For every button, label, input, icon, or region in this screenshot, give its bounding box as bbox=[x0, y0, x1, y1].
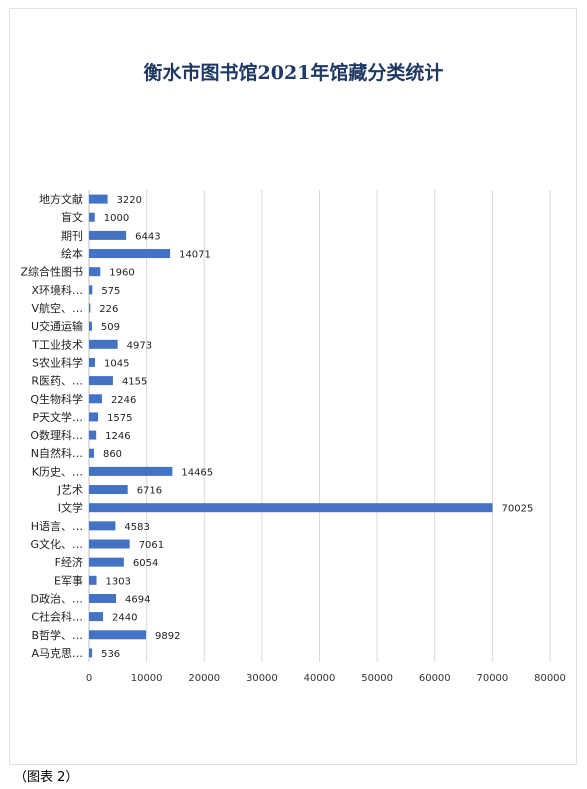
data-label: 14465 bbox=[181, 467, 213, 478]
bar bbox=[89, 521, 116, 531]
category-label: X环境科… bbox=[31, 283, 83, 297]
category-label: U交通运输 bbox=[31, 319, 83, 333]
data-label: 536 bbox=[101, 649, 120, 660]
category-label: G文化、… bbox=[30, 537, 83, 551]
category-label: R医药、… bbox=[31, 375, 83, 388]
category-label: C社会科… bbox=[31, 610, 83, 624]
bar bbox=[89, 630, 147, 640]
bars bbox=[89, 194, 493, 658]
x-tick-label: 60000 bbox=[419, 673, 451, 684]
category-label: E军事 bbox=[54, 574, 83, 587]
x-tick-label: 70000 bbox=[476, 673, 508, 684]
data-label: 2246 bbox=[111, 395, 136, 406]
bar bbox=[89, 212, 95, 222]
x-tick-label: 30000 bbox=[246, 673, 278, 684]
data-label: 509 bbox=[101, 322, 120, 333]
data-label: 1000 bbox=[104, 213, 129, 224]
data-label: 4694 bbox=[125, 594, 150, 605]
data-label: 6054 bbox=[133, 558, 158, 569]
bar bbox=[89, 394, 102, 404]
data-label: 575 bbox=[101, 286, 120, 297]
bar bbox=[89, 466, 173, 476]
figure-caption: （图表 2） bbox=[14, 770, 79, 785]
bar bbox=[89, 249, 171, 259]
category-label: 期刊 bbox=[61, 229, 83, 242]
category-label: H语言、… bbox=[31, 520, 83, 533]
labels: 0 10000 20000 30000 40000 50000 60000 70000 8000… bbox=[20, 192, 565, 684]
category-label: O数理科… bbox=[30, 428, 83, 442]
category-label: T工业技术 bbox=[31, 338, 83, 351]
bar bbox=[89, 557, 124, 567]
data-label: 2440 bbox=[112, 613, 137, 624]
data-label: 860 bbox=[103, 449, 122, 460]
bar bbox=[89, 339, 118, 349]
bar bbox=[89, 575, 97, 585]
data-label: 9892 bbox=[155, 631, 180, 642]
category-label: J艺术 bbox=[57, 484, 83, 497]
data-label: 1045 bbox=[104, 358, 129, 369]
x-tick-label: 80000 bbox=[534, 673, 566, 684]
category-label: N自然科… bbox=[31, 446, 83, 460]
data-label: 1246 bbox=[105, 431, 130, 442]
bar bbox=[89, 593, 117, 603]
bar bbox=[89, 485, 128, 495]
category-label: V航空、… bbox=[31, 301, 83, 315]
bar bbox=[89, 430, 97, 440]
data-label: 4973 bbox=[127, 340, 152, 351]
category-label: D政治、… bbox=[31, 591, 83, 605]
category-label: K历史、… bbox=[32, 465, 83, 478]
data-label: 70025 bbox=[502, 504, 534, 515]
data-label: 1303 bbox=[106, 576, 131, 587]
category-label: I文学 bbox=[58, 501, 83, 515]
bar bbox=[89, 448, 94, 458]
x-tick-label: 20000 bbox=[188, 673, 220, 684]
category-label: S农业科学 bbox=[32, 355, 83, 369]
bar bbox=[89, 376, 113, 386]
category-label: 绘本 bbox=[61, 247, 83, 261]
bar bbox=[89, 648, 93, 658]
x-tick-label: 10000 bbox=[131, 673, 163, 684]
x-tick-label: 40000 bbox=[304, 673, 336, 684]
x-tick-label: 50000 bbox=[361, 673, 393, 684]
data-label: 7061 bbox=[139, 540, 164, 551]
data-label: 226 bbox=[99, 304, 118, 315]
bar bbox=[89, 539, 130, 549]
data-label: 1960 bbox=[109, 268, 134, 279]
data-label: 4155 bbox=[122, 377, 147, 388]
x-tick-label: 0 bbox=[86, 673, 92, 684]
category-label: Q生物科学 bbox=[30, 392, 83, 406]
bar bbox=[89, 357, 96, 367]
data-label: 6443 bbox=[135, 231, 160, 242]
bar bbox=[89, 321, 92, 331]
bar bbox=[89, 267, 101, 277]
data-label: 3220 bbox=[117, 195, 142, 206]
bar bbox=[89, 412, 99, 422]
bar bbox=[89, 194, 108, 204]
category-label: 地方文献 bbox=[39, 192, 83, 206]
category-label: A马克思… bbox=[31, 647, 83, 660]
bar bbox=[89, 503, 493, 513]
category-label: P天文学… bbox=[32, 410, 83, 424]
bar bbox=[89, 612, 104, 622]
bar bbox=[89, 303, 91, 313]
data-label: 1575 bbox=[107, 413, 132, 424]
data-label: 6716 bbox=[137, 486, 162, 497]
grid-lines bbox=[88, 190, 551, 662]
category-label: Z综合性图书 bbox=[20, 265, 83, 279]
category-label: B哲学、… bbox=[31, 628, 83, 642]
bar bbox=[89, 230, 127, 240]
bar bbox=[89, 285, 93, 295]
category-label: F经济 bbox=[55, 555, 83, 569]
data-label: 14071 bbox=[179, 250, 211, 261]
chart-title: 衡水市图书馆2021年馆藏分类统计 bbox=[143, 62, 444, 84]
data-label: 4583 bbox=[124, 522, 149, 533]
category-label: 盲文 bbox=[61, 210, 83, 224]
